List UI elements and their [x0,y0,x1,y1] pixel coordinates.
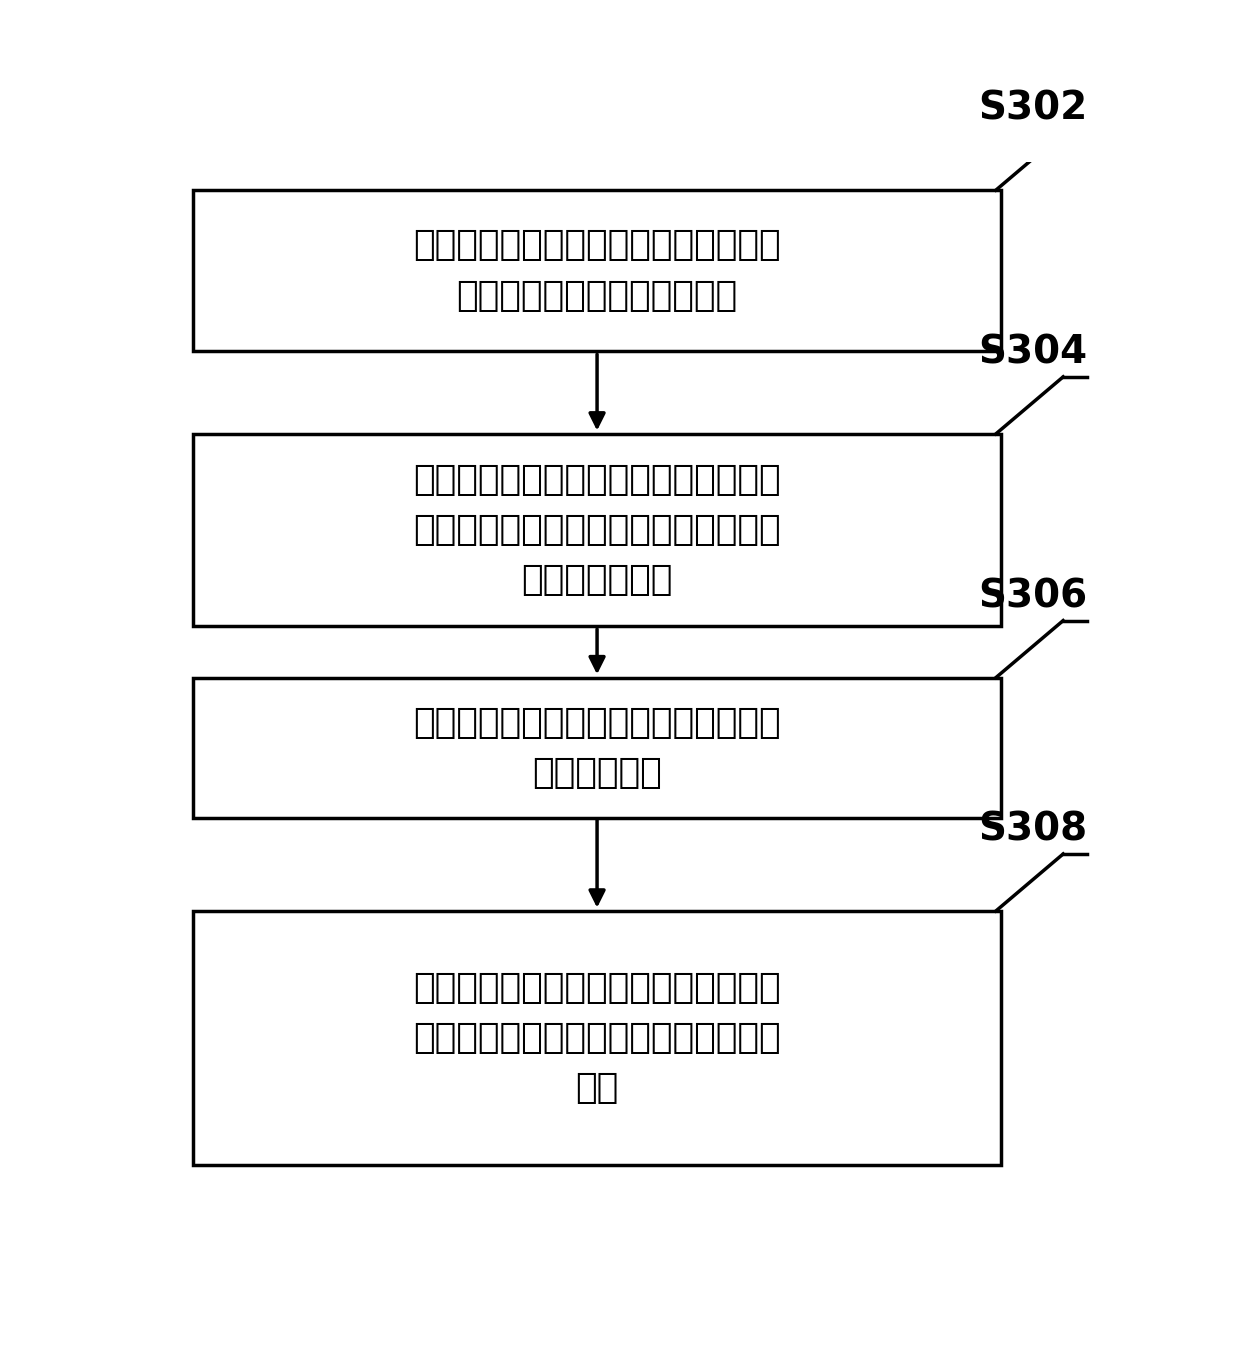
Text: 在所述多路电源满足预设负荷条件时，
将所述多路待转换电源转化为预定功率
的多路输出电源: 在所述多路电源满足预设负荷条件时， 将所述多路待转换电源转化为预定功率 的多路输… [413,462,781,597]
Bar [193,678,1001,818]
Bar [193,911,1001,1165]
Text: 将所述多路输出电源输入智能电容器以
进行时间控制: 将所述多路输出电源输入智能电容器以 进行时间控制 [413,706,781,789]
Text: 在所述多路输出电源与用电端的输入电
源满足热切换逻辑条件时，将其进行热
切换: 在所述多路输出电源与用电端的输入电 源满足热切换逻辑条件时，将其进行热 切换 [413,971,781,1106]
Text: S302: S302 [978,90,1087,128]
Bar [193,190,1001,352]
Text: S304: S304 [978,334,1087,372]
Text: S308: S308 [978,811,1087,849]
Bar [193,434,1001,626]
Text: 获取多路待转换电源，所述待转换电源
包括三相电源，以及二相电源: 获取多路待转换电源，所述待转换电源 包括三相电源，以及二相电源 [413,229,781,313]
Text: S306: S306 [978,578,1087,616]
